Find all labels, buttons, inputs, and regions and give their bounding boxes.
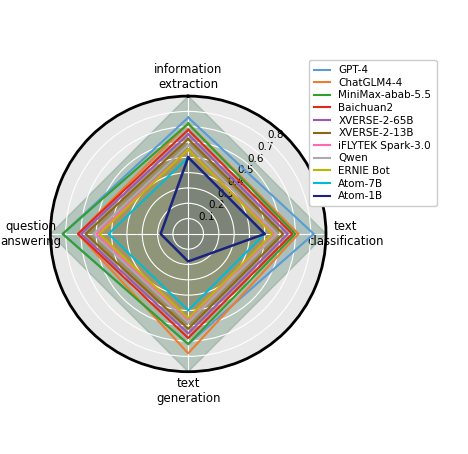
- Polygon shape: [96, 150, 274, 320]
- Polygon shape: [63, 118, 314, 344]
- Polygon shape: [78, 123, 299, 353]
- Polygon shape: [99, 150, 272, 318]
- Polygon shape: [109, 158, 265, 311]
- Polygon shape: [86, 139, 283, 329]
- Polygon shape: [51, 96, 326, 372]
- Polygon shape: [81, 134, 288, 333]
- Polygon shape: [93, 145, 277, 323]
- Polygon shape: [78, 130, 292, 338]
- Polygon shape: [63, 123, 295, 344]
- Polygon shape: [161, 158, 265, 262]
- Legend: GPT-4, ChatGLM4-4, MiniMax-abab-5.5, Baichuan2, XVERSE-2-65B, XVERSE-2-13B, iFLY: GPT-4, ChatGLM4-4, MiniMax-abab-5.5, Bai…: [309, 60, 437, 207]
